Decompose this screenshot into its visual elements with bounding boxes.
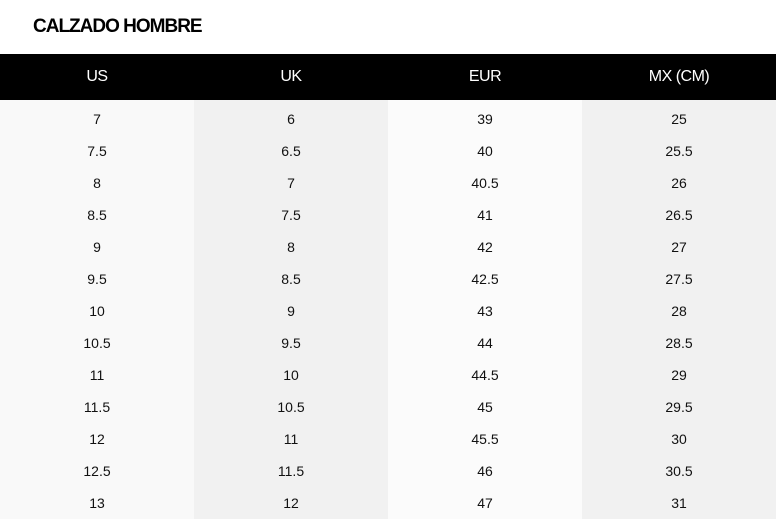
column-header: US bbox=[0, 54, 194, 100]
table-cell: 30 bbox=[582, 423, 776, 455]
table-cell: 43 bbox=[388, 295, 582, 327]
table-row: 11 10 44.5 29 bbox=[0, 359, 776, 391]
table-row: 11.5 10.5 45 29.5 bbox=[0, 391, 776, 423]
table-cell: 10 bbox=[0, 295, 194, 327]
table-cell: 11.5 bbox=[194, 455, 388, 487]
table-cell: 26.5 bbox=[582, 199, 776, 231]
table-cell: 10.5 bbox=[194, 391, 388, 423]
table-cell: 42 bbox=[388, 231, 582, 263]
table-cell: 11.5 bbox=[0, 391, 194, 423]
table-cell: 13 bbox=[0, 487, 194, 519]
size-chart-table: US UK EUR MX (CM) 7 6 39 25 7.5 6.5 40 25.5 8 7 40.5 2… bbox=[0, 54, 776, 519]
column-header: UK bbox=[194, 54, 388, 100]
table-cell: 29 bbox=[582, 359, 776, 391]
table-cell: 45.5 bbox=[388, 423, 582, 455]
table-cell: 25 bbox=[582, 100, 776, 135]
table-cell: 11 bbox=[0, 359, 194, 391]
table-cell: 9 bbox=[0, 231, 194, 263]
table-cell: 30.5 bbox=[582, 455, 776, 487]
table-cell: 9 bbox=[194, 295, 388, 327]
header-row: US UK EUR MX (CM) bbox=[0, 54, 776, 100]
table-cell: 7.5 bbox=[194, 199, 388, 231]
column-header: EUR bbox=[388, 54, 582, 100]
table-cell: 40 bbox=[388, 135, 582, 167]
table-cell: 25.5 bbox=[582, 135, 776, 167]
table-row: 9 8 42 27 bbox=[0, 231, 776, 263]
table-cell: 44 bbox=[388, 327, 582, 359]
table-cell: 27.5 bbox=[582, 263, 776, 295]
table-cell: 8 bbox=[0, 167, 194, 199]
table-cell: 7 bbox=[194, 167, 388, 199]
table-cell: 11 bbox=[194, 423, 388, 455]
column-header: MX (CM) bbox=[582, 54, 776, 100]
table-cell: 31 bbox=[582, 487, 776, 519]
table-cell: 28.5 bbox=[582, 327, 776, 359]
table-cell: 40.5 bbox=[388, 167, 582, 199]
table-cell: 8 bbox=[194, 231, 388, 263]
table-row: 7 6 39 25 bbox=[0, 100, 776, 135]
table-cell: 10 bbox=[194, 359, 388, 391]
table-cell: 47 bbox=[388, 487, 582, 519]
table-row: 8.5 7.5 41 26.5 bbox=[0, 199, 776, 231]
table-cell: 44.5 bbox=[388, 359, 582, 391]
table-cell: 39 bbox=[388, 100, 582, 135]
table-row: 7.5 6.5 40 25.5 bbox=[0, 135, 776, 167]
table-row: 12.5 11.5 46 30.5 bbox=[0, 455, 776, 487]
table-row: 9.5 8.5 42.5 27.5 bbox=[0, 263, 776, 295]
table-row: 10.5 9.5 44 28.5 bbox=[0, 327, 776, 359]
table-cell: 6 bbox=[194, 100, 388, 135]
table-cell: 9.5 bbox=[194, 327, 388, 359]
table-cell: 12 bbox=[0, 423, 194, 455]
table-cell: 28 bbox=[582, 295, 776, 327]
table-cell: 29.5 bbox=[582, 391, 776, 423]
table-cell: 41 bbox=[388, 199, 582, 231]
table-row: 8 7 40.5 26 bbox=[0, 167, 776, 199]
table-cell: 9.5 bbox=[0, 263, 194, 295]
table-row: 10 9 43 28 bbox=[0, 295, 776, 327]
table-cell: 7 bbox=[0, 100, 194, 135]
table-cell: 46 bbox=[388, 455, 582, 487]
table-cell: 45 bbox=[388, 391, 582, 423]
table-cell: 42.5 bbox=[388, 263, 582, 295]
table-row: 12 11 45.5 30 bbox=[0, 423, 776, 455]
table-cell: 10.5 bbox=[0, 327, 194, 359]
table-cell: 12 bbox=[194, 487, 388, 519]
table-cell: 7.5 bbox=[0, 135, 194, 167]
table-cell: 27 bbox=[582, 231, 776, 263]
table-cell: 26 bbox=[582, 167, 776, 199]
table-cell: 12.5 bbox=[0, 455, 194, 487]
page-title: CALZADO HOMBRE bbox=[33, 16, 203, 37]
table-row: 13 12 47 31 bbox=[0, 487, 776, 519]
table-cell: 6.5 bbox=[194, 135, 388, 167]
table-cell: 8.5 bbox=[194, 263, 388, 295]
table-cell: 8.5 bbox=[0, 199, 194, 231]
